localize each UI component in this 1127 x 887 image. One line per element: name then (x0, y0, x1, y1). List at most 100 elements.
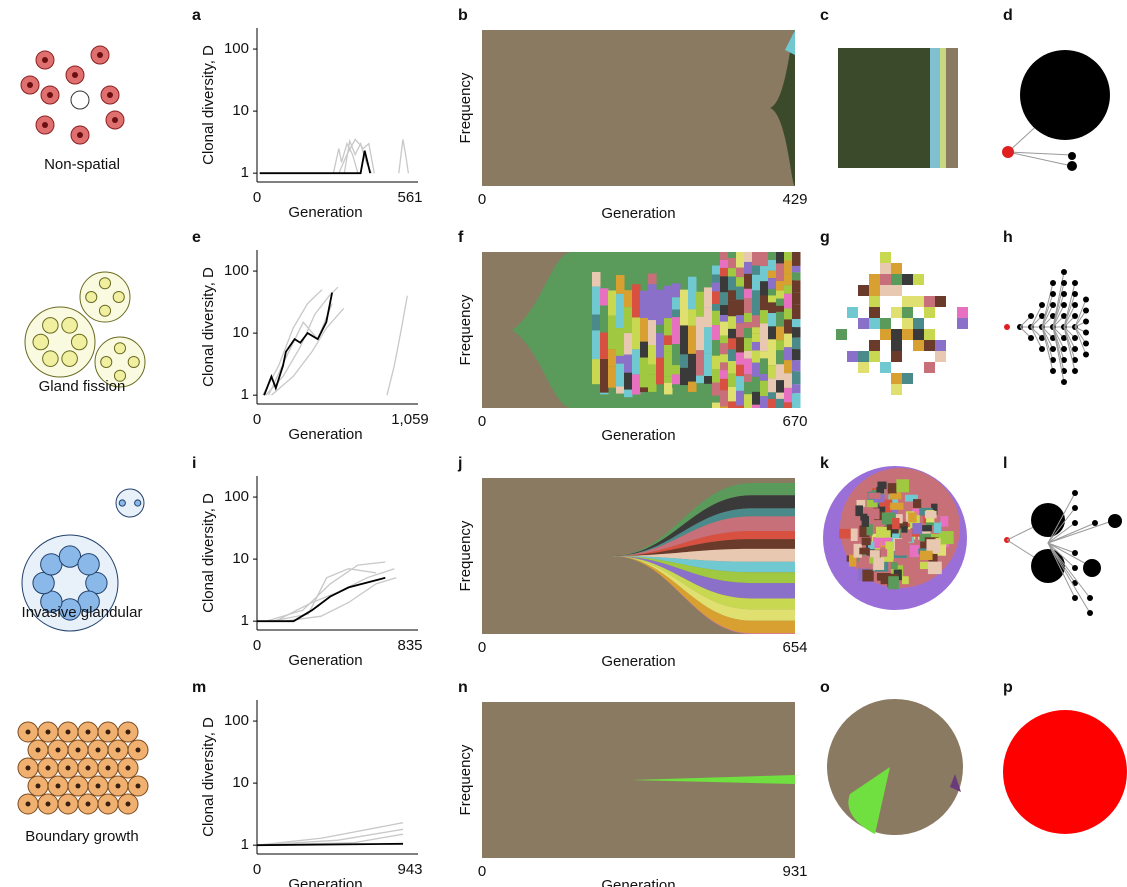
panel-letter: j (457, 455, 462, 472)
panel-letter: d (1003, 7, 1013, 24)
clone-area (890, 493, 902, 499)
clone-area (921, 525, 932, 531)
tree-node (1072, 313, 1078, 319)
clone-area (891, 263, 902, 274)
clone (784, 347, 793, 360)
clone-area (880, 263, 891, 274)
x-tick-label: 670 (782, 413, 807, 430)
tree-node (1072, 550, 1078, 556)
clone-area (913, 296, 924, 307)
panel-letter: a (192, 7, 201, 24)
spatial-map (827, 699, 963, 835)
x-tick-label: 0 (253, 637, 261, 654)
clone (600, 393, 609, 395)
clone (752, 302, 761, 315)
nucleus (116, 748, 121, 753)
clone-area (855, 505, 863, 516)
phylogeny (1004, 490, 1122, 616)
clone (784, 319, 793, 333)
y-tick-label: 1 (241, 164, 249, 181)
clone-area (891, 562, 898, 569)
clone-area (847, 307, 858, 318)
clone (688, 354, 697, 382)
clone (736, 287, 745, 300)
clone (648, 375, 657, 392)
cell (33, 334, 49, 350)
clone (720, 276, 729, 292)
clone-area (858, 362, 869, 373)
clone (776, 306, 785, 312)
clone (664, 376, 673, 383)
model-illustration (18, 722, 148, 814)
clone (592, 272, 601, 287)
y-tick-label: 100 (224, 488, 249, 505)
clone-area (902, 318, 913, 329)
clone (784, 334, 793, 348)
clone-area (891, 373, 902, 384)
cell (135, 500, 141, 506)
clone (712, 325, 721, 340)
clone-area (880, 362, 891, 373)
panel-letter: o (820, 679, 830, 696)
clone-area (940, 48, 946, 168)
clone (656, 319, 665, 325)
muller-background (482, 30, 795, 186)
clone (784, 275, 793, 286)
clone (728, 301, 737, 317)
clone (672, 344, 681, 365)
spatial-map (836, 252, 968, 395)
clone-area (839, 529, 850, 539)
clone-area (858, 351, 869, 362)
clone (792, 272, 801, 280)
clone (760, 310, 769, 323)
clone-area (935, 351, 946, 362)
cell (59, 546, 80, 567)
clone (752, 327, 761, 333)
clone (656, 358, 665, 385)
nucleus (86, 730, 91, 735)
clone-area (868, 508, 879, 519)
x-axis-label: Generation (288, 876, 362, 887)
clone (696, 292, 705, 317)
x-tick-label: 0 (478, 639, 486, 656)
clone (752, 275, 761, 291)
tree-node (1087, 595, 1093, 601)
clone (792, 280, 801, 292)
clone (792, 349, 801, 360)
clone-area (858, 318, 869, 329)
clone-area (891, 351, 902, 362)
nucleus (106, 730, 111, 735)
clone (632, 317, 641, 349)
clone (640, 358, 649, 388)
nucleus (97, 52, 103, 58)
clone (592, 287, 601, 315)
clone (616, 294, 625, 328)
clone (784, 285, 793, 294)
cell (71, 91, 89, 109)
nucleus (107, 92, 113, 98)
x-tick-label: 0 (253, 189, 261, 206)
figure: Non-spatiala1101000561GenerationClonal d… (0, 0, 1127, 887)
tree-node (1039, 302, 1045, 308)
clone (744, 252, 753, 262)
y-tick-label: 10 (232, 550, 249, 567)
clone-area (924, 307, 935, 318)
clone (792, 393, 801, 405)
clone (760, 351, 769, 358)
clone (760, 338, 769, 351)
clone (768, 302, 777, 313)
tree-node (1003, 710, 1127, 834)
clone (776, 393, 785, 399)
diversity-line (264, 293, 332, 396)
tree-node (1061, 302, 1067, 308)
y-tick-label: 10 (232, 774, 249, 791)
nucleus (96, 784, 101, 789)
tree-node (1083, 308, 1089, 314)
clone (624, 390, 633, 398)
clone (616, 328, 625, 356)
nucleus (56, 748, 61, 753)
clone-area (913, 340, 924, 351)
clone (728, 374, 737, 387)
model-label: Boundary growth (25, 828, 138, 845)
clone (768, 271, 777, 278)
